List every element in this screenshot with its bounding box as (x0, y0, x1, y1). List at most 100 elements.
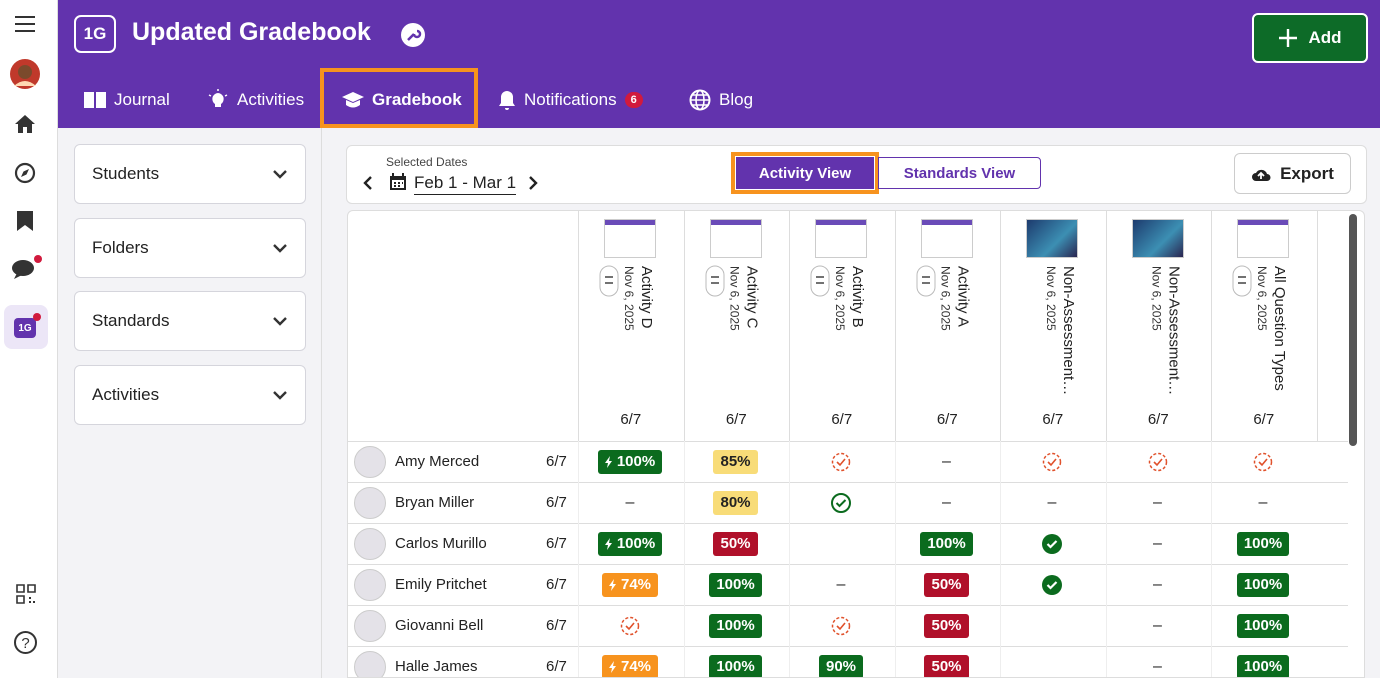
grade-cell[interactable]: 100% (684, 646, 788, 677)
help-icon[interactable]: ? (13, 630, 38, 655)
next-arrow[interactable] (527, 175, 539, 191)
grade-text: 85% (720, 453, 751, 470)
column-divider (1211, 211, 1212, 441)
grade-cell[interactable]: – (1000, 482, 1104, 523)
nav-activities[interactable]: Activities (207, 84, 304, 116)
grade-cell[interactable]: – (895, 441, 999, 482)
column-divider (789, 211, 790, 441)
chat-icon[interactable] (11, 253, 43, 281)
grade-text: 74% (620, 576, 652, 593)
grade-cell[interactable] (1000, 441, 1104, 482)
grade-cell[interactable]: 80% (684, 482, 788, 523)
grade-cell[interactable] (1000, 564, 1104, 605)
grade-cell[interactable]: 100% (684, 564, 788, 605)
column-divider (1000, 211, 1001, 441)
nav-journal[interactable]: Journal (84, 84, 170, 116)
grade-cell[interactable]: – (1106, 564, 1210, 605)
activity-view-button[interactable]: Activity View (736, 157, 874, 189)
grade-badge: 50% (713, 531, 758, 556)
grade-cell[interactable]: – (1106, 646, 1210, 677)
grade-cell[interactable] (1000, 605, 1104, 646)
filter-dropdown[interactable]: Folders (74, 217, 306, 278)
grade-cell[interactable]: – (895, 482, 999, 523)
nav-gradebook[interactable]: Gradebook (342, 84, 462, 116)
grade-cell[interactable] (789, 523, 893, 564)
grade-cell[interactable] (789, 441, 893, 482)
bookmark-icon[interactable] (16, 210, 34, 232)
grade-cell[interactable] (1000, 523, 1104, 564)
student-score: 6/7 (546, 576, 567, 593)
nav-blog[interactable]: Blog (689, 84, 753, 116)
filter-dropdown[interactable]: Standards (74, 291, 306, 352)
grade-cell[interactable]: 74% (578, 646, 682, 677)
grade-cell[interactable]: – (578, 482, 682, 523)
student-name[interactable]: Bryan Miller (395, 494, 475, 511)
nav-notifications[interactable]: Notifications 6 (498, 84, 643, 116)
grade-cell[interactable]: – (1106, 605, 1210, 646)
grade-cell[interactable]: – (1106, 523, 1210, 564)
grade-cell[interactable]: 50% (895, 605, 999, 646)
grade-cell[interactable]: 50% (895, 646, 999, 677)
scrollbar[interactable] (1349, 214, 1357, 446)
student-name[interactable]: Amy Merced (395, 453, 480, 470)
grade-cell[interactable]: 100% (1211, 564, 1315, 605)
top-bar (58, 0, 1380, 128)
grade-cell[interactable]: – (789, 564, 893, 605)
grade-cell[interactable] (1106, 441, 1210, 482)
compass-icon[interactable] (14, 162, 36, 184)
export-button[interactable]: Export (1234, 153, 1351, 194)
grade-cell[interactable]: 74% (578, 564, 682, 605)
grade-cell[interactable]: 50% (684, 523, 788, 564)
thumbnail-bar (1238, 220, 1288, 225)
student-name[interactable]: Giovanni Bell (395, 617, 484, 634)
grade-badge: 100% (709, 572, 762, 597)
grade-cell[interactable]: 100% (895, 523, 999, 564)
activity-date: Nov 6, 2025 (938, 266, 953, 331)
grade-text: – (1153, 575, 1162, 593)
grade-cell[interactable]: 100% (684, 605, 788, 646)
class-badge[interactable]: 1G (14, 318, 36, 338)
student-name[interactable]: Carlos Murillo (395, 535, 487, 552)
grade-cell[interactable]: 85% (684, 441, 788, 482)
grade-cell[interactable]: 90% (789, 646, 893, 677)
standards-view-button[interactable]: Standards View (878, 157, 1041, 189)
column-divider (1105, 211, 1107, 441)
grade-cell[interactable]: 100% (1211, 605, 1315, 646)
prev-arrow[interactable] (362, 175, 374, 191)
qr-icon[interactable] (15, 583, 37, 605)
filter-dropdown[interactable]: Activities (74, 365, 306, 426)
nav-label: Gradebook (372, 90, 462, 109)
grade-cell[interactable]: – (1106, 482, 1210, 523)
grade-cell[interactable] (1000, 646, 1104, 677)
grade-badge: 50% (924, 654, 969, 677)
avatar[interactable] (9, 58, 41, 90)
filter-dropdown[interactable]: Students (74, 144, 306, 204)
grade-cell[interactable]: – (1211, 482, 1315, 523)
nav-label: Blog (719, 90, 754, 109)
settings-icon[interactable] (400, 22, 426, 48)
grade-text: – (942, 452, 951, 470)
home-icon[interactable] (14, 114, 36, 134)
date-range[interactable]: Feb 1 - Mar 1 (414, 173, 517, 195)
grade-cell[interactable] (789, 482, 893, 523)
grade-cell[interactable] (789, 605, 893, 646)
menu-icon[interactable] (14, 14, 36, 34)
nav-label: Activities (237, 90, 305, 109)
column-divider (1000, 564, 1001, 605)
student-score: 6/7 (546, 617, 567, 634)
student-name[interactable]: Halle James (395, 658, 478, 675)
grade-cell[interactable]: 100% (1211, 646, 1315, 677)
activity-name: Non-Assessment… (1060, 266, 1077, 396)
add-button[interactable]: Add (1252, 13, 1368, 63)
grade-cell[interactable]: 50% (895, 564, 999, 605)
grade-cell[interactable]: 100% (1211, 523, 1315, 564)
grade-cell[interactable]: 100% (578, 441, 682, 482)
column-divider (683, 441, 685, 482)
grade-cell[interactable]: 100% (578, 523, 682, 564)
column-divider (578, 482, 579, 523)
activity-type-icon (916, 265, 935, 297)
grade-cell[interactable] (1211, 441, 1315, 482)
grade-cell[interactable] (578, 605, 682, 646)
student-name[interactable]: Emily Pritchet (395, 576, 487, 593)
student-avatar (354, 651, 386, 677)
